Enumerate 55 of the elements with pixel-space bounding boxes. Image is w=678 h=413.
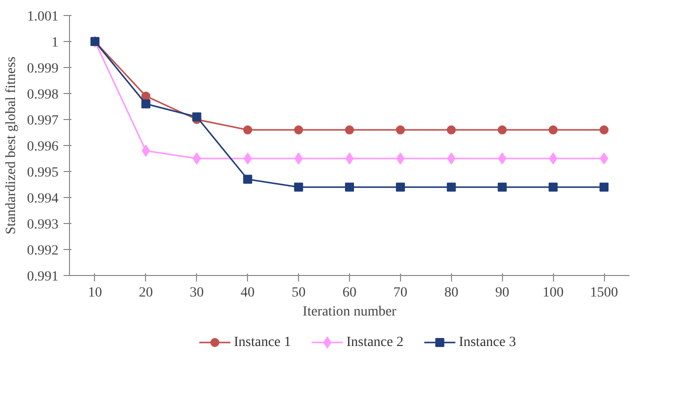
y-tick-label: 0.993 xyxy=(27,218,58,232)
y-tick-label: 0.992 xyxy=(27,244,58,258)
y-tick-label: 0.995 xyxy=(27,166,58,180)
point xyxy=(446,182,456,192)
y-tick-label: 0.999 xyxy=(27,62,58,76)
x-tick-label: 1500 xyxy=(590,286,618,300)
point xyxy=(600,182,609,192)
x-tick-label: 30 xyxy=(190,286,204,300)
x-tick-label: 100 xyxy=(542,286,564,300)
y-axis-title: Standardized best global fitness xyxy=(4,56,19,234)
x-tick-label: 40 xyxy=(240,286,255,300)
point xyxy=(294,152,303,164)
point xyxy=(396,152,405,164)
point xyxy=(192,112,202,122)
y-tick-label: 0.991 xyxy=(27,270,58,284)
point xyxy=(345,125,354,134)
point xyxy=(498,182,507,192)
x-tick-label: 20 xyxy=(138,286,153,300)
point xyxy=(141,99,150,108)
y-tick-label: 0.997 xyxy=(27,114,58,128)
x-tick-label: 60 xyxy=(342,286,356,300)
point xyxy=(446,125,456,134)
point xyxy=(243,125,252,134)
point xyxy=(345,182,354,192)
legend-label: Instance 3 xyxy=(458,335,516,350)
point xyxy=(244,152,252,164)
point xyxy=(243,174,252,184)
point xyxy=(548,152,558,164)
x-tick-label: 90 xyxy=(495,286,510,300)
legend-label: Instance 1 xyxy=(234,335,292,350)
x-tick-label: 50 xyxy=(292,286,306,300)
point xyxy=(345,152,354,164)
x-tick-label: 10 xyxy=(88,286,102,300)
y-tick-label: 1 xyxy=(52,36,58,50)
point xyxy=(294,125,304,134)
x-axis-title: Iteration number xyxy=(302,304,397,320)
x-tick-label: 80 xyxy=(444,286,458,300)
point xyxy=(447,152,456,164)
point xyxy=(600,125,609,134)
x-tick-label: 70 xyxy=(393,286,408,300)
point xyxy=(498,152,506,164)
y-tick-label: 1.001 xyxy=(27,10,58,24)
y-tick-label: 0.996 xyxy=(27,140,58,154)
point xyxy=(192,152,201,164)
point xyxy=(142,144,150,157)
point xyxy=(548,182,558,192)
legend-label: Instance 2 xyxy=(346,335,404,350)
point xyxy=(396,182,405,192)
point xyxy=(396,125,405,134)
point xyxy=(548,125,558,134)
point xyxy=(498,125,507,134)
point xyxy=(294,182,304,192)
y-tick-label: 0.998 xyxy=(27,88,58,102)
point xyxy=(600,152,608,164)
y-tick-label: 0.994 xyxy=(27,192,58,206)
